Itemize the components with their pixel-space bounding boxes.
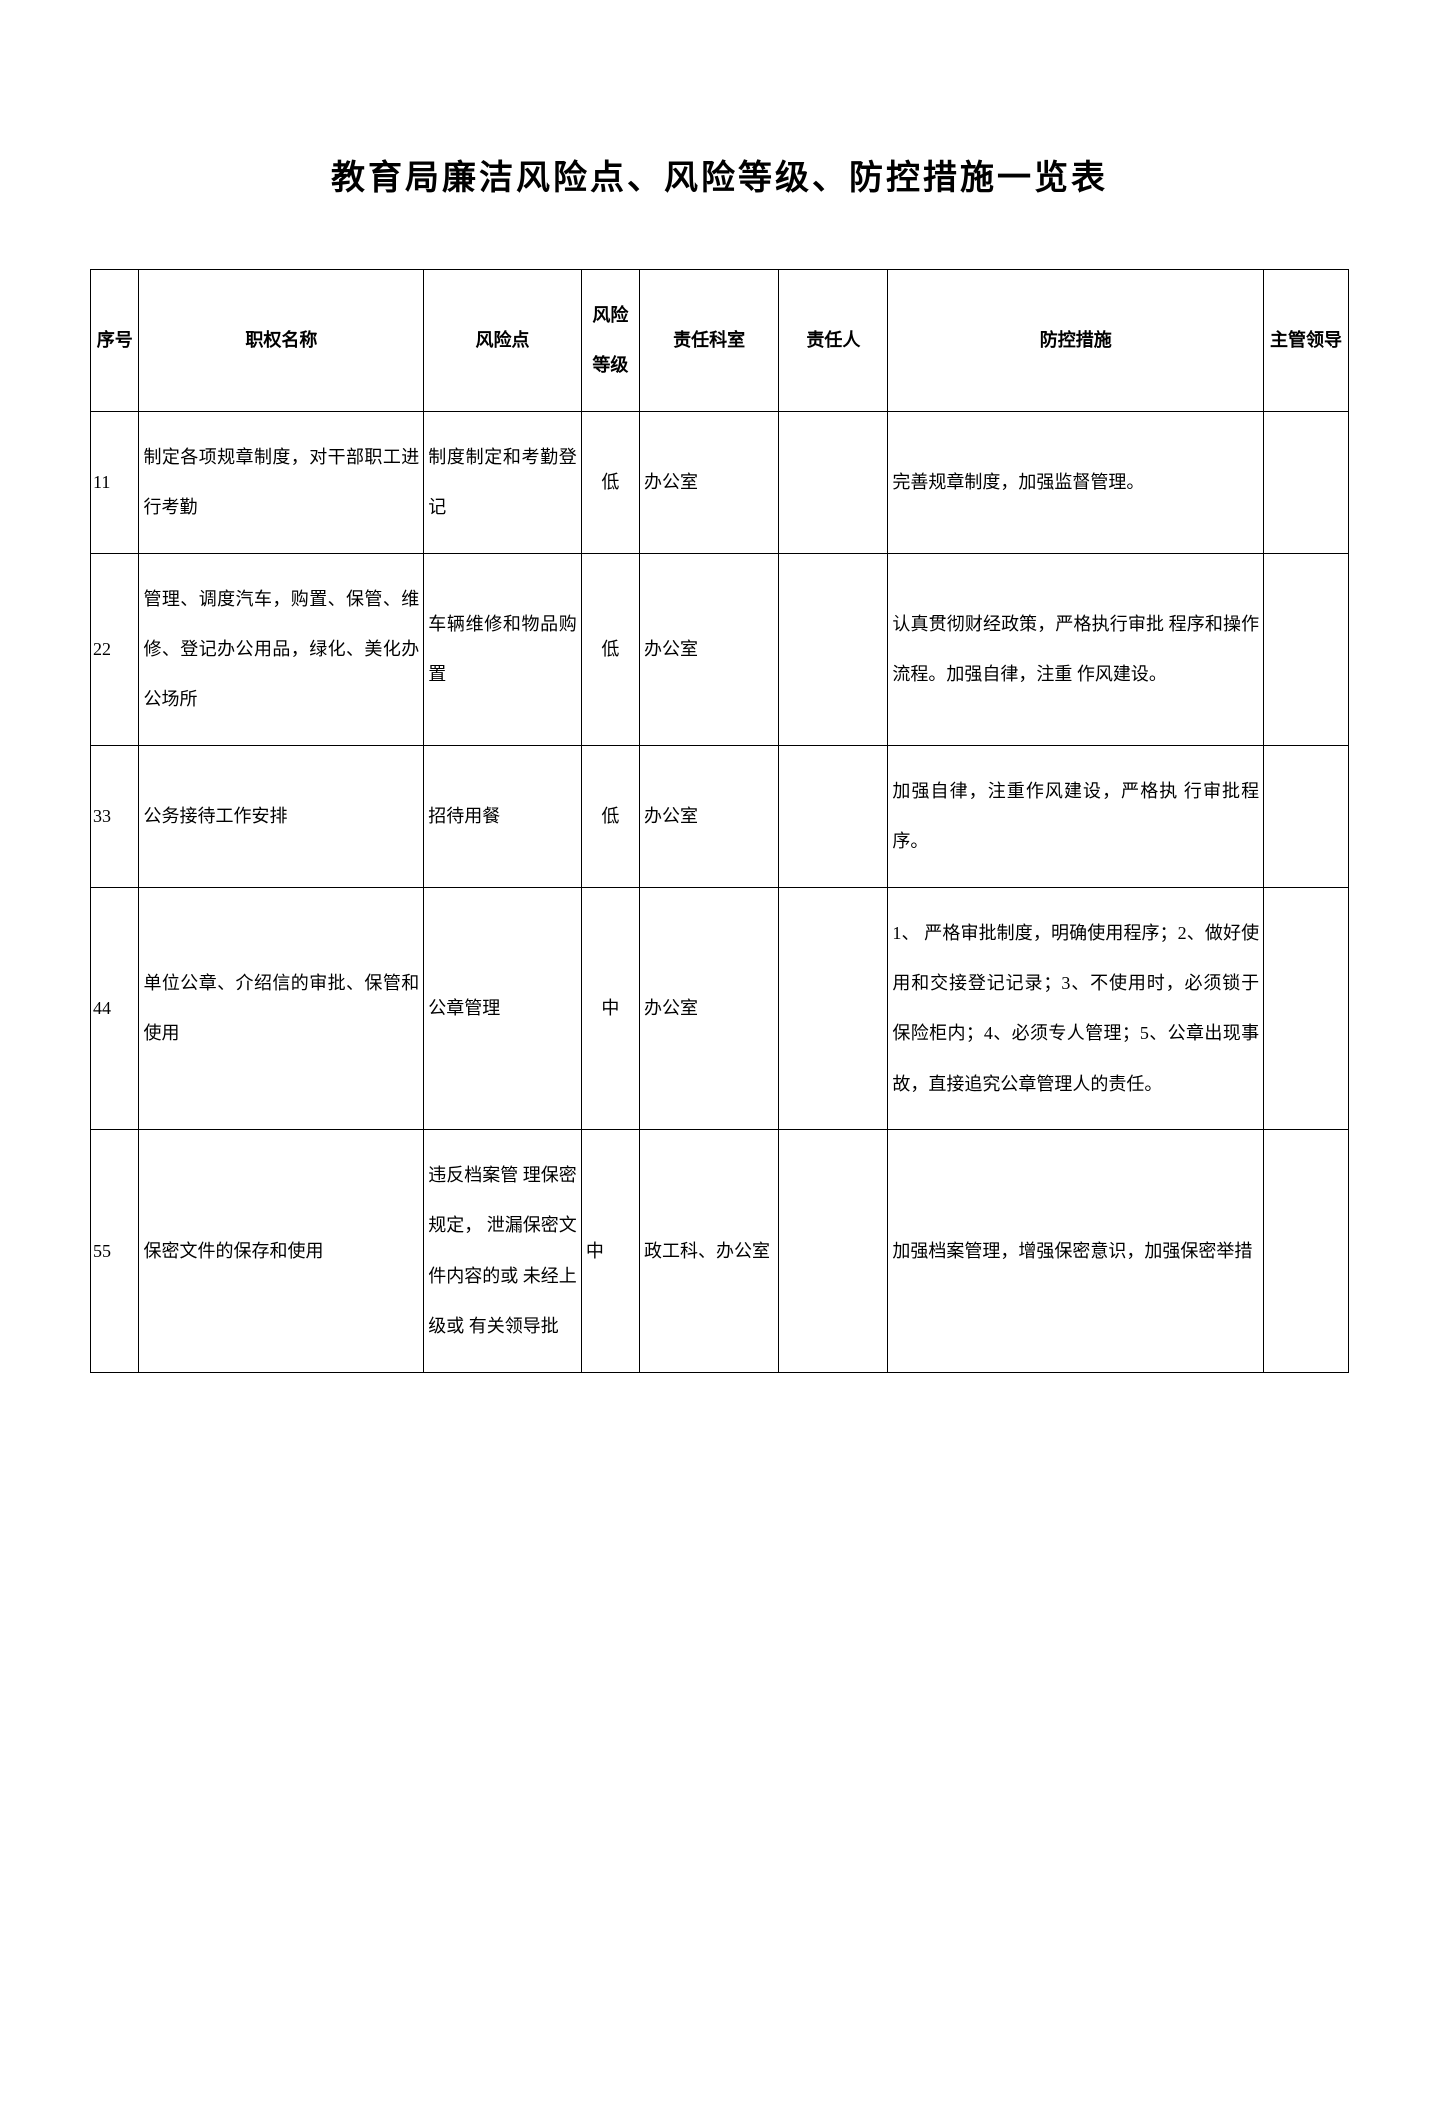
cell-seq: 11: [91, 411, 139, 553]
cell-name: 管理、调度汽车，购置、保管、维修、登记办公用品，绿化、美化办公场所: [139, 553, 424, 745]
cell-dept: 政工科、办公室: [639, 1130, 778, 1373]
cell-person: [779, 887, 888, 1130]
header-level: 风险等级: [581, 270, 639, 412]
cell-name: 保密文件的保存和使用: [139, 1130, 424, 1373]
cell-dept: 办公室: [639, 553, 778, 745]
cell-name: 公务接待工作安排: [139, 745, 424, 887]
header-name: 职权名称: [139, 270, 424, 412]
cell-level: 中: [581, 887, 639, 1130]
cell-measure: 1、 严格审批制度，明确使用程序；2、做好使用和交接登记记录；3、不使用时，必须…: [888, 887, 1264, 1130]
cell-person: [779, 1130, 888, 1373]
header-person: 责任人: [779, 270, 888, 412]
header-risk: 风险点: [424, 270, 582, 412]
cell-leader: [1264, 887, 1349, 1130]
cell-level: 中: [581, 1130, 639, 1373]
cell-dept: 办公室: [639, 411, 778, 553]
table-row: 55 保密文件的保存和使用 违反档案管 理保密规定， 泄漏保密文 件内容的或 未…: [91, 1130, 1349, 1373]
cell-person: [779, 745, 888, 887]
cell-dept: 办公室: [639, 745, 778, 887]
cell-person: [779, 553, 888, 745]
cell-name: 制定各项规章制度，对干部职工进行考勤: [139, 411, 424, 553]
cell-level: 低: [581, 411, 639, 553]
table-row: 44 单位公章、介绍信的审批、保管和使用 公章管理 中 办公室 1、 严格审批制…: [91, 887, 1349, 1130]
cell-leader: [1264, 553, 1349, 745]
cell-seq: 55: [91, 1130, 139, 1373]
cell-risk: 招待用餐: [424, 745, 582, 887]
table-row: 22 管理、调度汽车，购置、保管、维修、登记办公用品，绿化、美化办公场所 车辆维…: [91, 553, 1349, 745]
cell-risk: 违反档案管 理保密规定， 泄漏保密文 件内容的或 未经上级或 有关领导批: [424, 1130, 582, 1373]
header-dept: 责任科室: [639, 270, 778, 412]
cell-dept: 办公室: [639, 887, 778, 1130]
cell-name: 单位公章、介绍信的审批、保管和使用: [139, 887, 424, 1130]
cell-risk: 公章管理: [424, 887, 582, 1130]
header-leader: 主管领导: [1264, 270, 1349, 412]
table-row: 33 公务接待工作安排 招待用餐 低 办公室 加强自律，注重作风建设，严格执 行…: [91, 745, 1349, 887]
cell-seq: 22: [91, 553, 139, 745]
cell-level: 低: [581, 745, 639, 887]
cell-leader: [1264, 411, 1349, 553]
cell-leader: [1264, 1130, 1349, 1373]
table-header-row: 序号 职权名称 风险点 风险等级 责任科室 责任人 防控措施 主管领导: [91, 270, 1349, 412]
cell-measure: 认真贯彻财经政策，严格执行审批 程序和操作流程。加强自律，注重 作风建设。: [888, 553, 1264, 745]
table-row: 11 制定各项规章制度，对干部职工进行考勤 制度制定和考勤登记 低 办公室 完善…: [91, 411, 1349, 553]
cell-risk: 车辆维修和物品购置: [424, 553, 582, 745]
cell-seq: 44: [91, 887, 139, 1130]
header-measure: 防控措施: [888, 270, 1264, 412]
page-title: 教育局廉洁风险点、风险等级、防控措施一览表: [90, 150, 1349, 199]
cell-seq: 33: [91, 745, 139, 887]
header-seq: 序号: [91, 270, 139, 412]
cell-measure: 完善规章制度，加强监督管理。: [888, 411, 1264, 553]
cell-leader: [1264, 745, 1349, 887]
risk-table: 序号 职权名称 风险点 风险等级 责任科室 责任人 防控措施 主管领导 11 制…: [90, 269, 1349, 1373]
cell-measure: 加强自律，注重作风建设，严格执 行审批程序。: [888, 745, 1264, 887]
cell-level: 低: [581, 553, 639, 745]
cell-person: [779, 411, 888, 553]
cell-risk: 制度制定和考勤登记: [424, 411, 582, 553]
cell-measure: 加强档案管理，增强保密意识，加强保密举措: [888, 1130, 1264, 1373]
